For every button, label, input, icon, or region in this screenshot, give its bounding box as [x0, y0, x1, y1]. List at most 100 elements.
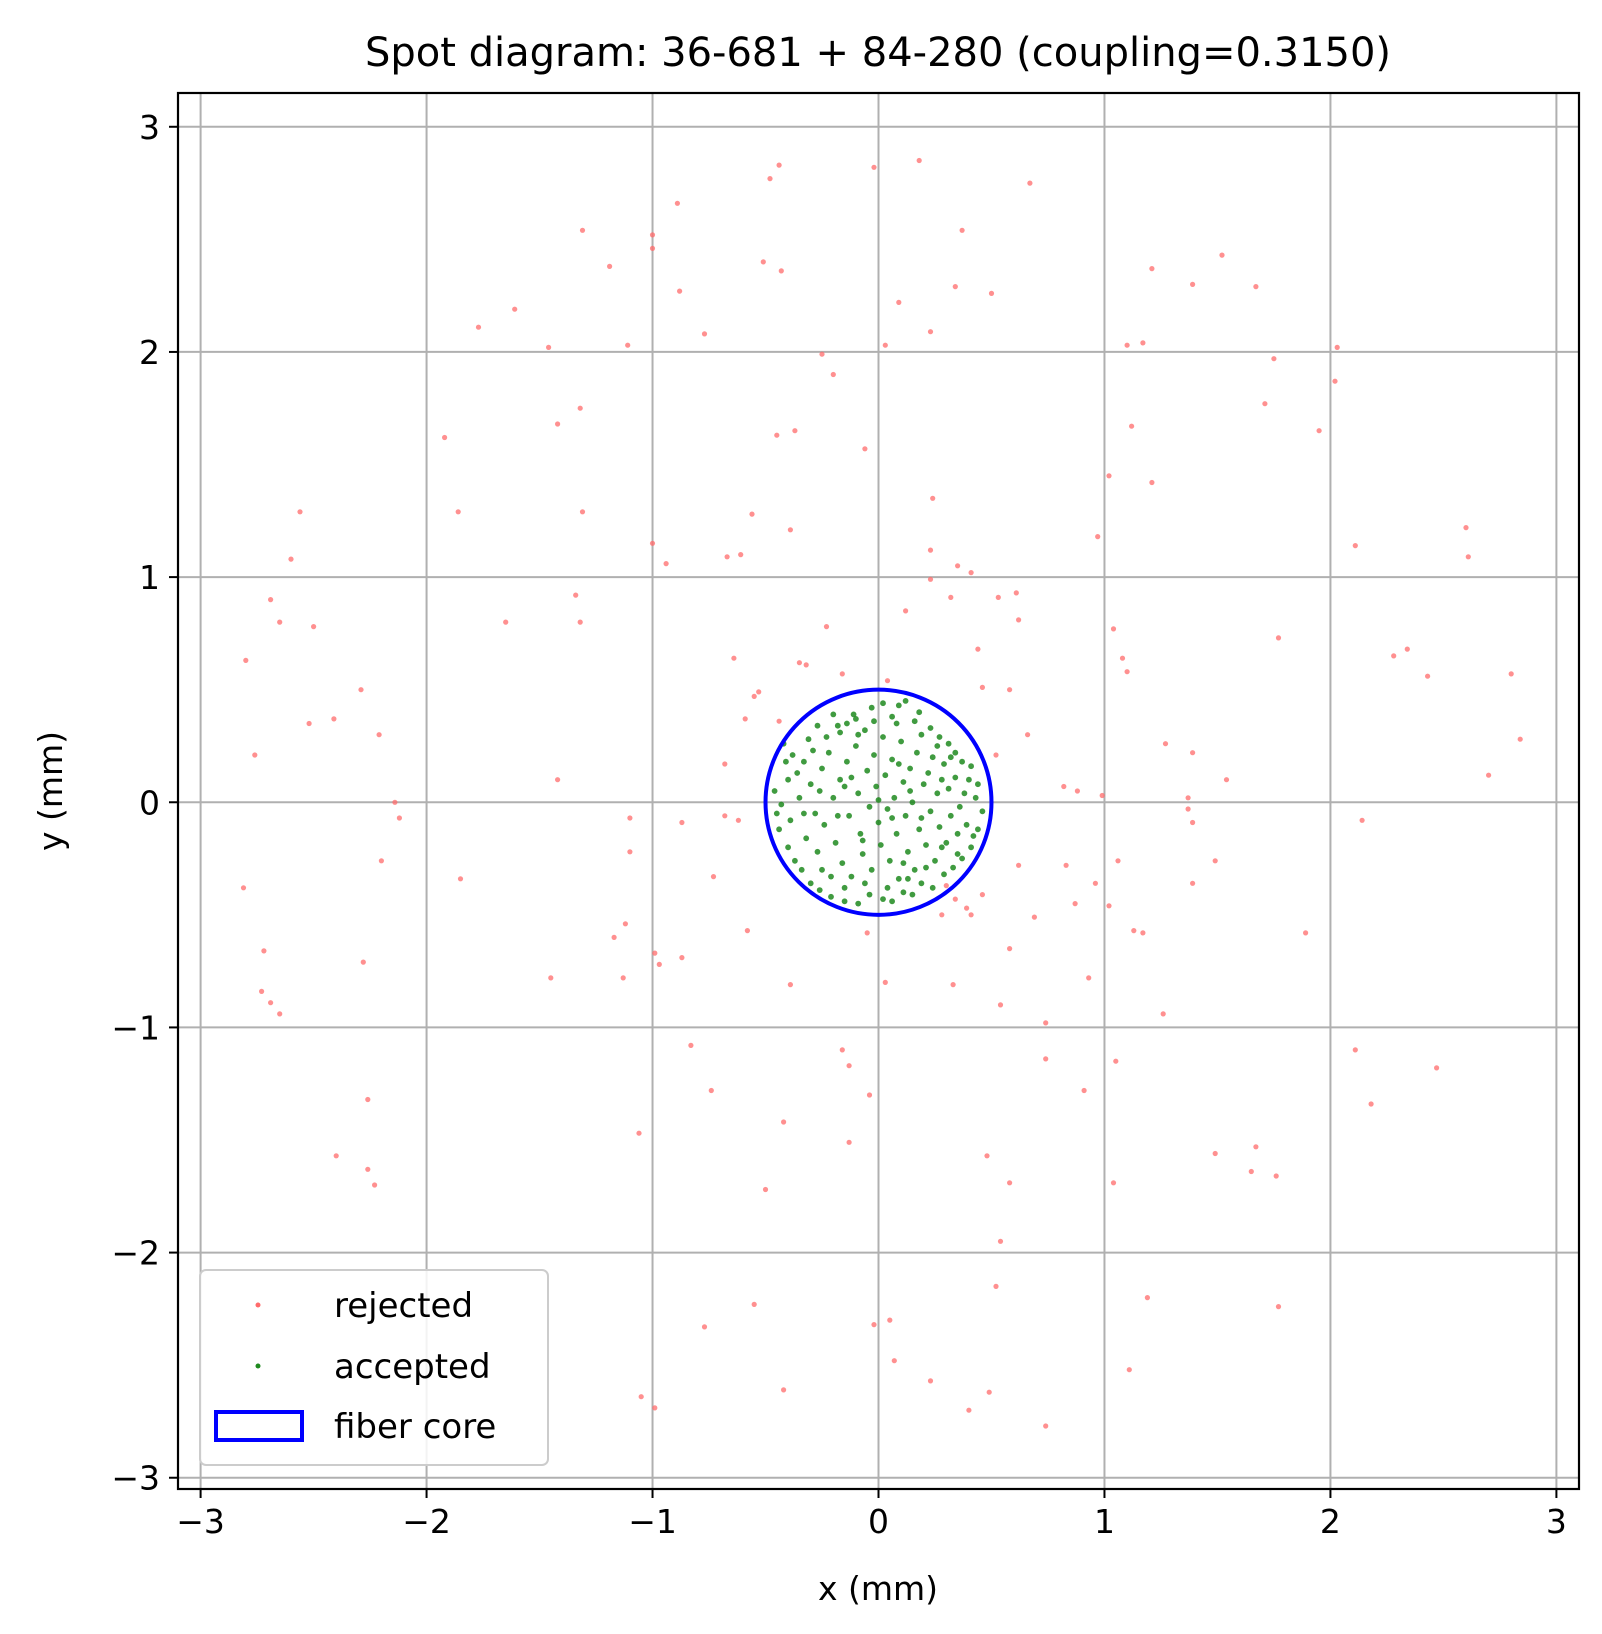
rejected-point	[701, 1324, 708, 1330]
rejected-point	[577, 405, 583, 411]
rejected-point	[1072, 901, 1078, 907]
accepted-point	[925, 770, 932, 776]
rejected-point	[903, 608, 909, 614]
accepted-point	[950, 864, 956, 871]
rejected-point	[1095, 534, 1101, 540]
accepted-point	[821, 821, 828, 828]
rejected-point	[548, 975, 554, 981]
accepted-point	[945, 740, 952, 747]
rejected-point	[679, 819, 685, 826]
accepted-point	[839, 860, 846, 866]
accepted-point	[841, 783, 848, 790]
rejected-point	[839, 1047, 845, 1053]
accepted-point	[947, 812, 954, 819]
accepted-point	[816, 788, 823, 794]
rejected-point	[731, 655, 737, 661]
accepted-point	[916, 826, 923, 833]
accepted-point	[778, 801, 785, 808]
axis-ticks: −3 −2 −1 0 1 2 3 −3 −2 −1 0 1 2 3	[111, 108, 1567, 1541]
accepted-point	[934, 743, 941, 749]
rejected-point	[1212, 858, 1218, 864]
rejected-point	[927, 576, 934, 582]
rejected-point	[1190, 281, 1196, 287]
accepted-point	[880, 700, 886, 707]
accepted-point	[966, 776, 972, 783]
accepted-point	[819, 765, 825, 772]
accepted-point	[918, 815, 925, 821]
accepted-point	[880, 734, 886, 740]
rejected-point	[1124, 669, 1130, 675]
rejected-point	[392, 799, 398, 805]
accepted-point	[979, 808, 986, 815]
accepted-point	[934, 790, 941, 797]
rejected-point	[331, 716, 337, 722]
accepted-point	[832, 839, 839, 846]
rejected-point	[1027, 180, 1033, 186]
rejected-point	[993, 752, 999, 758]
x-tick-label: 0	[868, 1502, 889, 1541]
rejected-point	[1352, 543, 1358, 549]
accepted-point	[945, 785, 952, 792]
accepted-point	[855, 900, 862, 907]
y-tick-label: 0	[139, 783, 160, 822]
accepted-point	[893, 720, 900, 727]
rejected-point	[288, 556, 294, 562]
accepted-point	[853, 743, 859, 749]
rejected-point	[579, 509, 586, 515]
accepted-point	[918, 731, 925, 738]
rejected-point	[622, 921, 629, 927]
rejected-point	[636, 1130, 642, 1136]
accepted-point	[954, 830, 961, 837]
rejected-point	[1007, 1180, 1013, 1186]
x-axis-label: x (mm)	[818, 1569, 938, 1608]
accepted-point	[807, 880, 814, 887]
rejected-point	[306, 720, 312, 727]
rejected-point	[333, 1153, 339, 1159]
accepted-point	[785, 776, 791, 783]
accepted-point	[816, 887, 823, 893]
rejected-point	[688, 1042, 694, 1048]
rejected-point	[620, 975, 626, 981]
accepted-point	[812, 810, 819, 817]
rejected-point	[240, 885, 247, 891]
accepted-point	[884, 806, 891, 812]
rejected-point	[871, 164, 877, 170]
accepted-point	[943, 839, 950, 846]
accepted-point	[884, 884, 891, 891]
accepted-point	[927, 808, 934, 815]
rejected-point	[573, 592, 579, 598]
rejected-point	[268, 1000, 274, 1006]
rejected-point	[722, 813, 728, 819]
rejected-point	[555, 777, 561, 783]
rejected-point	[749, 511, 755, 517]
legend-box	[199, 1269, 549, 1466]
rejected-point	[882, 342, 888, 348]
accepted-point	[970, 833, 977, 839]
rejected-point	[1185, 806, 1191, 812]
accepted-point	[902, 698, 909, 704]
rejected-point	[457, 876, 464, 882]
rejected-point	[1334, 344, 1340, 350]
accepted-point	[837, 729, 843, 736]
rejected-point	[1043, 1020, 1049, 1026]
rejected-point	[1061, 783, 1067, 790]
accepted-point	[923, 864, 929, 871]
rejected-point	[792, 428, 798, 434]
rejected-point	[475, 324, 482, 330]
rejected-point	[846, 1139, 852, 1145]
rejected-point	[1253, 1144, 1259, 1150]
rejected-point	[939, 912, 945, 918]
rejected-point	[1025, 732, 1031, 738]
rejected-point	[751, 1301, 757, 1307]
accepted-point	[789, 752, 796, 758]
accepted-points	[771, 698, 986, 907]
accepted-point	[936, 734, 943, 740]
rejected-point	[577, 619, 583, 625]
rejected-point	[796, 660, 803, 666]
accepted-point	[841, 898, 848, 905]
rejected-point	[1129, 423, 1135, 429]
rejected-point	[1190, 880, 1196, 886]
rejected-point	[674, 200, 681, 206]
rejected-point	[277, 1011, 283, 1017]
rejected-point	[1113, 1058, 1119, 1064]
